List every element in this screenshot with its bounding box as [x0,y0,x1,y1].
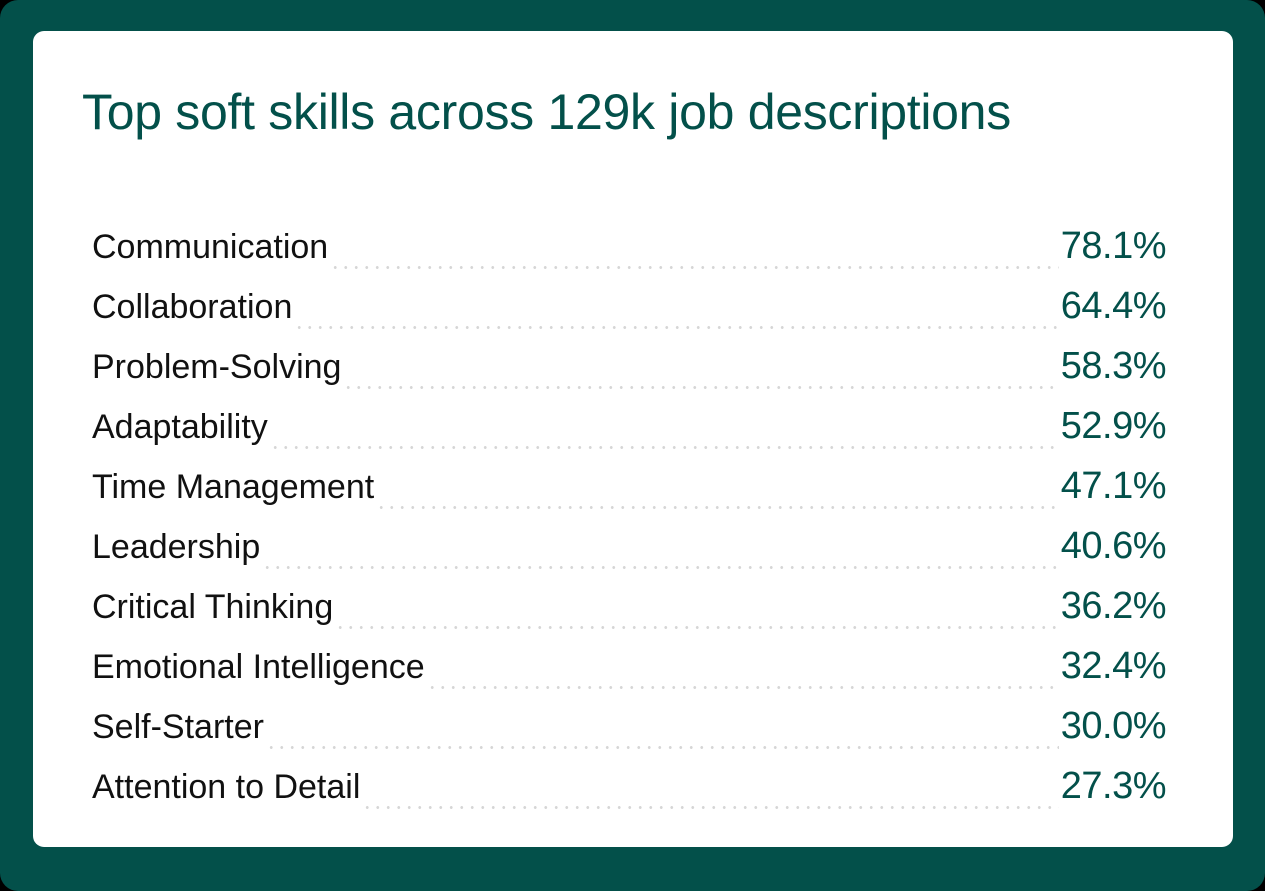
list-item: Critical Thinking 36.2% [92,585,1167,645]
chart-title: Top soft skills across 129k job descript… [82,84,1011,140]
skill-label: Time Management [92,468,375,506]
list-item: Time Management 47.1% [92,465,1167,525]
skill-label: Attention to Detail [92,768,361,806]
skill-label: Self-Starter [92,708,264,746]
dot-leader [343,386,1059,389]
list-item: Self-Starter 30.0% [92,705,1167,765]
skill-label: Collaboration [92,288,293,326]
dot-leader [269,446,1059,449]
dot-leader [265,746,1059,749]
skill-percentage: 30.0% [1060,705,1167,747]
list-item: Communication 78.1% [92,225,1167,285]
list-item: Leadership 40.6% [92,525,1167,585]
skill-label: Leadership [92,528,261,566]
skills-list: Communication 78.1% Collaboration 64.4% … [92,225,1167,825]
skill-percentage: 52.9% [1060,405,1167,447]
list-item: Adaptability 52.9% [92,405,1167,465]
skill-label: Communication [92,228,329,266]
list-item: Problem-Solving 58.3% [92,345,1167,405]
skill-label: Critical Thinking [92,588,334,626]
dot-leader [294,326,1059,329]
list-item: Emotional Intelligence 32.4% [92,645,1167,705]
skill-percentage: 40.6% [1060,525,1167,567]
skill-percentage: 32.4% [1060,645,1167,687]
skill-percentage: 58.3% [1060,345,1167,387]
dot-leader [362,806,1059,809]
skill-percentage: 64.4% [1060,285,1167,327]
dot-leader [330,266,1059,269]
skill-percentage: 78.1% [1060,225,1167,267]
dot-leader [426,686,1059,689]
dot-leader [376,506,1059,509]
list-item: Attention to Detail 27.3% [92,765,1167,825]
skill-percentage: 36.2% [1060,585,1167,627]
skill-percentage: 47.1% [1060,465,1167,507]
list-item: Collaboration 64.4% [92,285,1167,345]
skill-label: Adaptability [92,408,268,446]
content-card: Top soft skills across 129k job descript… [33,31,1233,847]
dot-leader [262,566,1059,569]
dot-leader [335,626,1059,629]
skill-label: Problem-Solving [92,348,342,386]
skill-label: Emotional Intelligence [92,648,425,686]
skill-percentage: 27.3% [1060,765,1167,807]
